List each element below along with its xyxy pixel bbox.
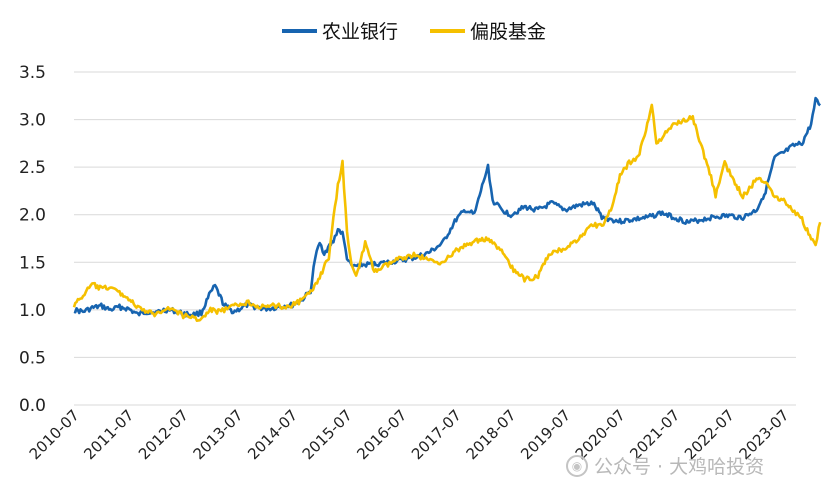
y-tick-label: 3.0 — [19, 111, 46, 131]
series-line-0 — [73, 96, 822, 318]
y-tick-label: 1.5 — [19, 253, 46, 273]
y-tick-label: 2.0 — [19, 206, 46, 226]
y-tick-label: 3.5 — [19, 63, 46, 83]
legend-label-equity-fund: 偏股基金 — [470, 21, 546, 43]
watermark-text: 公众号 · 大鸡哈投资 — [594, 456, 765, 478]
legend: 农业银行 偏股基金 — [282, 21, 546, 43]
series-line-1 — [72, 103, 822, 322]
x-tick-label: 2017-07 — [408, 406, 465, 463]
x-tick-label: 2011-07 — [80, 406, 137, 463]
y-tick-label: 0.0 — [19, 396, 46, 416]
series-lines — [72, 96, 822, 322]
x-tick-label: 2012-07 — [135, 406, 192, 463]
x-tick-label: 2015-07 — [299, 406, 356, 463]
legend-label-agricultural-bank: 农业银行 — [322, 21, 398, 43]
y-tick-label: 0.5 — [19, 348, 46, 368]
x-tick-label: 2016-07 — [353, 406, 410, 463]
wechat-icon: ◉ — [566, 454, 588, 477]
x-tick-label: 2013-07 — [190, 406, 247, 463]
y-axis-ticks: 0.0 0.5 1.0 1.5 2.0 2.5 3.0 3.5 — [19, 63, 46, 416]
x-tick-label: 2014-07 — [244, 406, 301, 463]
y-tick-label: 2.5 — [19, 158, 46, 178]
x-tick-label: 2018-07 — [463, 406, 520, 463]
y-tick-label: 1.0 — [19, 301, 46, 321]
watermark: ◉ 公众号 · 大鸡哈投资 — [566, 452, 764, 479]
